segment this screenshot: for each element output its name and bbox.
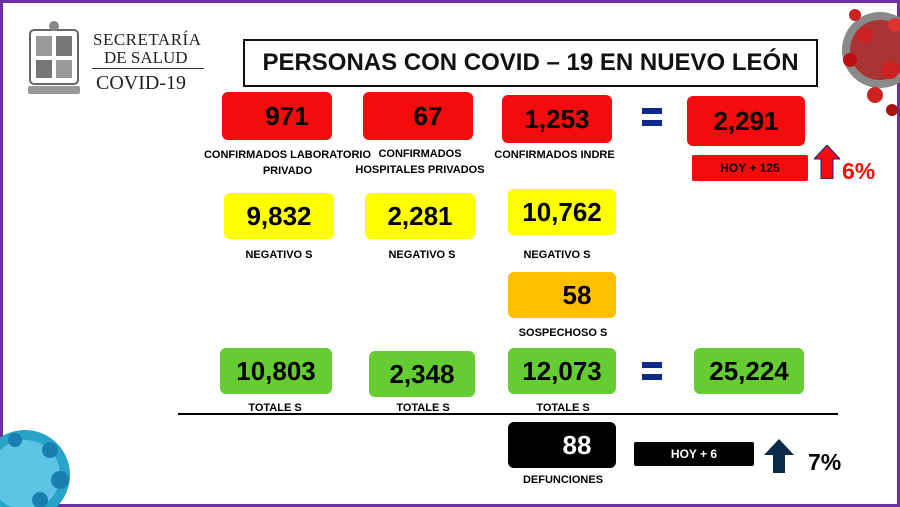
confirmed-hosp-private-value: 67 bbox=[363, 92, 473, 140]
confirmed-total-value: 2,291 bbox=[687, 96, 805, 146]
deaths-today-badge: HOY + 6 bbox=[634, 442, 754, 466]
org-divider bbox=[92, 68, 204, 69]
totals-a-value: 10,803 bbox=[220, 348, 332, 394]
equals-icon bbox=[642, 108, 662, 128]
equals-icon bbox=[642, 362, 662, 382]
totals-b-value: 2,348 bbox=[369, 351, 475, 397]
totals-c-value: 12,073 bbox=[508, 348, 616, 394]
virus-decoration-bottom-icon bbox=[0, 430, 70, 507]
deaths-pct-change: 7% bbox=[808, 449, 842, 475]
org-name-line2: DE SALUD bbox=[104, 48, 188, 67]
confirmed-today-badge: HOY + 125 bbox=[692, 155, 808, 181]
confirmed-lab-private-label: CONFIRMADOS LABORATORIO PRIVADO bbox=[203, 149, 372, 177]
divider-line bbox=[178, 413, 838, 415]
negatives-c-label: NEGATIVO S bbox=[523, 249, 591, 261]
deaths-value: 88 bbox=[508, 422, 616, 468]
page-title: PERSONAS CON COVID – 19 EN NUEVO LEÓN bbox=[243, 39, 818, 87]
deaths-label: DEFUNCIONES bbox=[522, 474, 604, 486]
confirmed-indre-value: 1,253 bbox=[502, 95, 612, 143]
virus-decoration-top-icon bbox=[842, 9, 900, 116]
negatives-b-label: NEGATIVO S bbox=[388, 249, 456, 261]
negatives-a-label: NEGATIVO S bbox=[245, 249, 313, 261]
org-subtitle: COVID-19 bbox=[96, 72, 186, 94]
confirmed-lab-private-value: 971 bbox=[222, 92, 332, 140]
suspects-value: 58 bbox=[508, 272, 616, 318]
totals-c-label: TOTALE S bbox=[536, 402, 590, 414]
negatives-a-value: 9,832 bbox=[224, 193, 334, 239]
totals-b-label: TOTALE S bbox=[396, 402, 450, 414]
coat-of-arms-icon bbox=[28, 21, 80, 94]
suspects-label: SOSPECHOSO S bbox=[518, 327, 608, 339]
arrow-up-dark-icon bbox=[764, 439, 794, 473]
negatives-b-value: 2,281 bbox=[365, 193, 475, 239]
negatives-c-value: 10,762 bbox=[508, 189, 616, 235]
org-name-line1: SECRETARÍA bbox=[93, 30, 202, 49]
grand-total-value: 25,224 bbox=[694, 348, 804, 394]
confirmed-indre-label: CONFIRMADOS INDRE bbox=[494, 149, 615, 161]
totals-a-label: TOTALE S bbox=[248, 402, 302, 414]
arrow-up-red-icon bbox=[814, 145, 840, 179]
confirmed-pct-change: 6% bbox=[842, 158, 876, 184]
confirmed-hosp-private-label: CONFIRMADOS HOSPITALES PRIVADOS bbox=[355, 148, 485, 176]
